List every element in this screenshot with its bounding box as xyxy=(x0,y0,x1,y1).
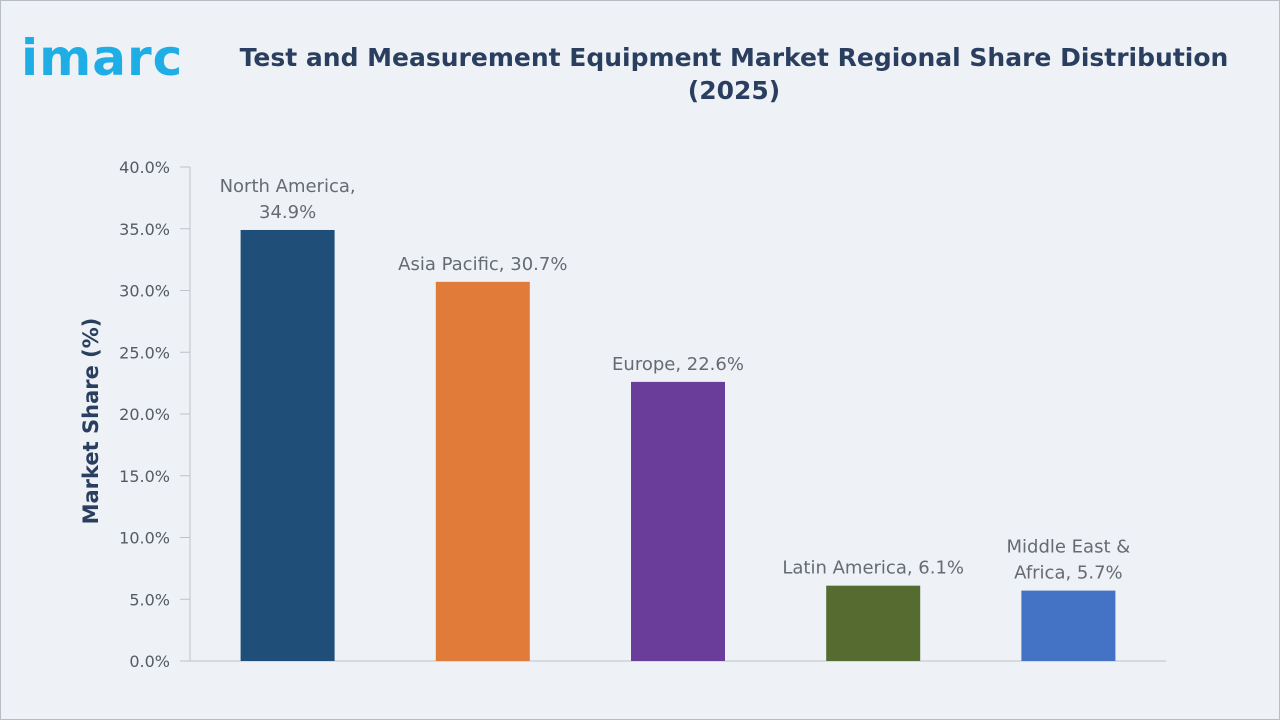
bar-latin-america xyxy=(826,585,921,661)
bar-middle-east-africa xyxy=(1021,590,1116,661)
imarc-logo: imarc xyxy=(21,29,183,83)
y-tick-label: 35.0% xyxy=(119,220,170,239)
data-label: Latin America, 6.1% xyxy=(782,558,964,579)
y-tick-label: 10.0% xyxy=(119,529,170,548)
data-label: Europe, 22.6% xyxy=(612,354,744,375)
chart-title-line-1: Test and Measurement Equipment Market Re… xyxy=(239,43,1229,72)
y-tick-label: 15.0% xyxy=(119,467,170,486)
data-label: 34.9% xyxy=(259,202,316,223)
data-label: Middle East & xyxy=(1007,537,1131,558)
bar-asia-pacific xyxy=(435,281,530,661)
y-tick-label: 25.0% xyxy=(119,343,170,362)
data-label: North America, xyxy=(220,176,356,197)
y-tick-label: 40.0% xyxy=(119,158,170,177)
chart-title-line-2: (2025) xyxy=(687,76,781,105)
logo-text: imarc xyxy=(21,29,183,83)
bar-europe xyxy=(631,381,725,661)
data-label: Africa, 5.7% xyxy=(1014,563,1123,584)
y-axis-title: Market Share (%) xyxy=(79,318,103,525)
y-tick-label: 30.0% xyxy=(119,282,170,301)
data-label: Asia Pacific, 30.7% xyxy=(398,254,567,275)
bar-north-america xyxy=(240,229,335,662)
chart-title: Test and Measurement Equipment Market Re… xyxy=(231,41,1237,107)
y-tick-label: 5.0% xyxy=(129,590,170,609)
y-tick-label: 0.0% xyxy=(129,652,170,671)
y-tick-label: 20.0% xyxy=(119,405,170,424)
